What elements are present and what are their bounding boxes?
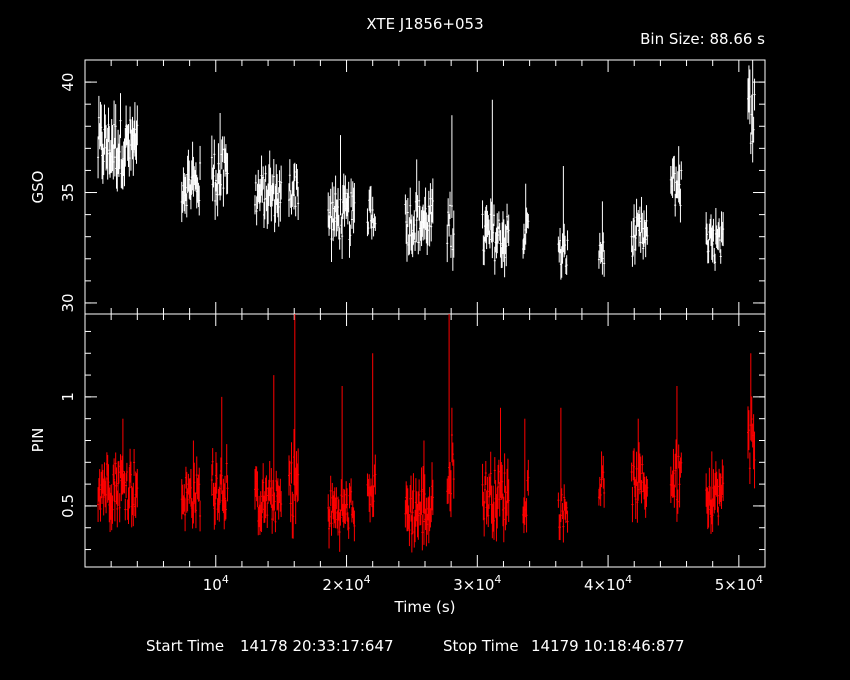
- gso-segment: [366, 185, 377, 240]
- pin-segment: [254, 375, 283, 536]
- gso-y-tick-labels: 30 35 40: [59, 73, 77, 313]
- start-time-label: Start Time: [146, 637, 224, 655]
- chart-title: XTE J1856+053: [366, 15, 483, 33]
- pin-segment: [97, 418, 139, 533]
- pin-segment: [288, 314, 300, 539]
- stop-time-label: Stop Time: [443, 637, 519, 655]
- stop-time-value: 14179 10:18:46:877: [531, 637, 685, 655]
- gso-segment: [669, 146, 683, 223]
- pin-y-tick-labels: 0.51: [59, 392, 77, 518]
- pin-segment: [597, 451, 606, 508]
- pin-segment: [522, 418, 530, 534]
- pin-ytick-label: 1: [59, 392, 77, 402]
- pin-segment: [210, 396, 229, 530]
- gso-segment: [522, 183, 530, 259]
- gso-segment: [288, 159, 300, 221]
- y-axis-label-pin: PIN: [29, 428, 47, 453]
- gso-segment: [97, 93, 139, 192]
- gso-segment: [180, 141, 202, 223]
- pin-segment: [557, 407, 569, 543]
- pin-segment: [669, 385, 683, 522]
- x-tick-label: 2×104: [322, 573, 370, 594]
- gso-ytick-label: 40: [59, 73, 77, 92]
- gso-ytick-label: 30: [59, 293, 77, 312]
- pin-segment: [747, 353, 756, 489]
- x-axis-label: Time (s): [394, 598, 456, 616]
- axis-ticks: [85, 59, 766, 567]
- x-tick-labels: 104 2×104 3×104 4×104 5×104: [203, 573, 763, 594]
- pin-segment: [446, 314, 455, 518]
- x-tick-label: 104: [203, 573, 229, 594]
- gso-series: [97, 60, 756, 280]
- gso-segment: [446, 115, 455, 271]
- gso-segment: [747, 60, 756, 163]
- y-axis-label-gso: GSO: [29, 171, 47, 204]
- gso-segment: [597, 201, 606, 277]
- gso-ytick-label: 35: [59, 183, 77, 202]
- pin-segment: [630, 418, 649, 523]
- x-tick-label: 5×104: [715, 573, 763, 594]
- gso-segment: [481, 99, 510, 278]
- pin-segment: [180, 440, 202, 532]
- gso-panel-frame: [84, 59, 766, 315]
- pin-panel-frame: [84, 313, 766, 568]
- pin-segment: [705, 451, 725, 534]
- start-time-value: 14178 20:33:17:647: [240, 637, 394, 655]
- pin-segment: [404, 440, 434, 553]
- x-tick-label: 4×104: [584, 573, 632, 594]
- gso-segment: [557, 166, 569, 280]
- bin-size-annotation: Bin Size: 88.66 s: [640, 30, 765, 48]
- pin-ytick-label: 0.5: [59, 494, 77, 518]
- gso-segment: [254, 150, 283, 233]
- gso-segment: [210, 113, 229, 220]
- pin-segment: [481, 407, 510, 543]
- pin-segment: [327, 385, 356, 552]
- gso-segment: [404, 159, 434, 262]
- pin-segment: [366, 353, 377, 523]
- gso-segment: [630, 196, 649, 267]
- gso-segment: [327, 135, 356, 262]
- pin-series: [97, 314, 756, 553]
- x-tick-label: 3×104: [453, 573, 501, 594]
- gso-segment: [705, 207, 725, 271]
